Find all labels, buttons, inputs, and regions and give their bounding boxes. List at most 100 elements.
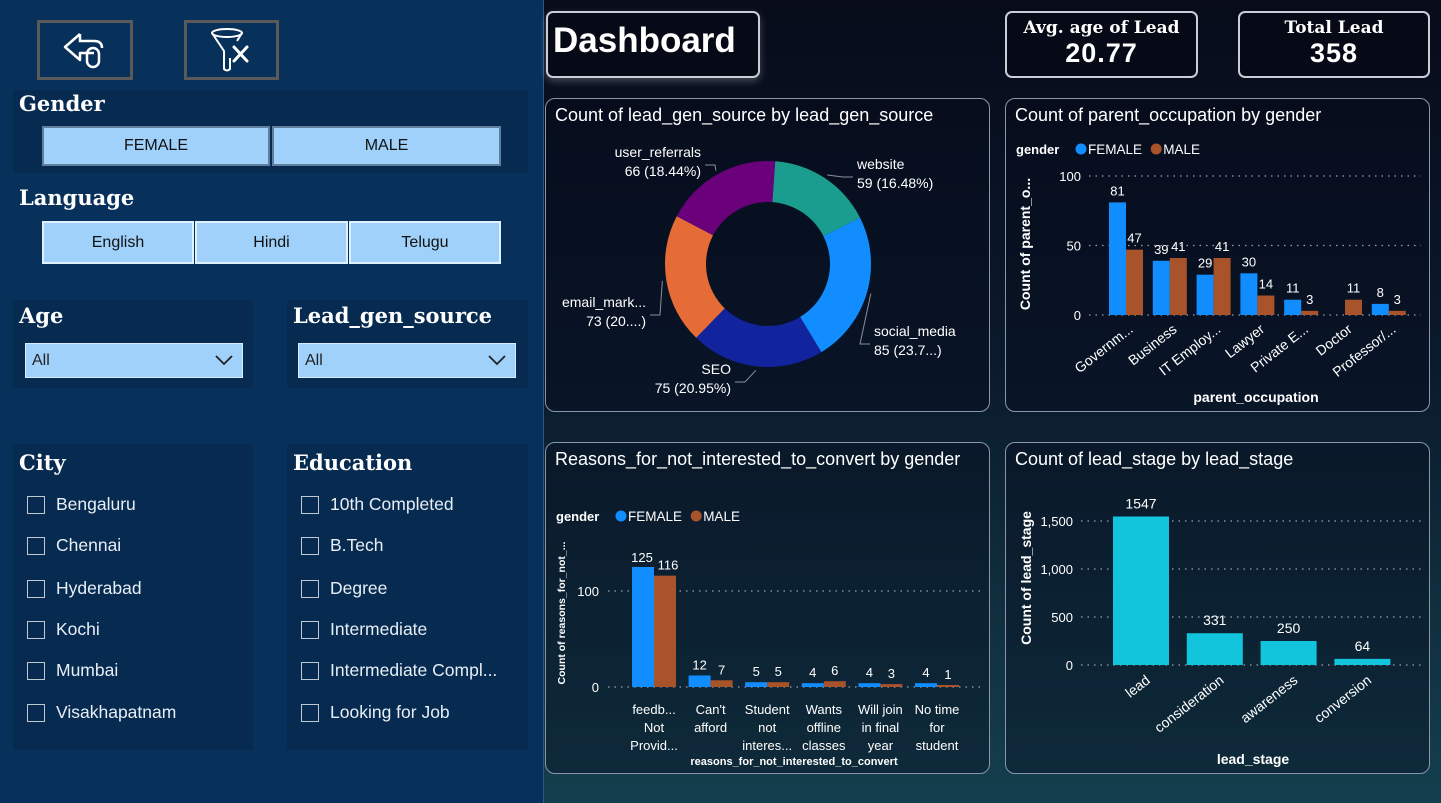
donut-slice-4 — [676, 161, 776, 236]
legend-label: MALE — [1163, 142, 1200, 157]
bar-female — [1240, 273, 1258, 315]
legend-title: gender — [556, 509, 599, 524]
slice-value-label: 59 (16.48%) — [857, 175, 933, 191]
checkbox[interactable] — [27, 703, 45, 722]
gender-option-male[interactable]: MALE — [272, 126, 501, 166]
age-dropdown-value: All — [32, 351, 50, 369]
checkbox[interactable] — [27, 536, 45, 555]
data-label: 11 — [1286, 281, 1300, 296]
chart-title: Count of lead_stage by lead_stage — [1015, 449, 1294, 469]
data-label: 39 — [1154, 242, 1168, 257]
city-option-visakhapatnam[interactable]: Visakhapatnam — [27, 702, 176, 723]
x-tick-label: feedb... — [632, 702, 675, 717]
legend-marker — [1150, 143, 1162, 155]
data-label: 7 — [718, 662, 725, 677]
education-option-10th[interactable]: 10th Completed — [301, 494, 454, 515]
education-slicer: Education 10th Completed B.Tech Degree I… — [287, 444, 528, 750]
data-label: 4 — [866, 665, 873, 680]
option-label: 10th Completed — [330, 494, 454, 514]
x-axis-title: reasons_for_not_interested_to_convert — [690, 756, 898, 768]
reasons-card: Reasons_for_not_interested_to_convert by… — [545, 442, 990, 774]
language-option-english[interactable]: English — [42, 221, 194, 264]
kpi-total-lead: Total Lead 358 — [1238, 11, 1430, 78]
bar-female — [858, 683, 881, 687]
language-option-telugu[interactable]: Telugu — [349, 221, 501, 264]
chevron-down-icon — [215, 355, 233, 366]
education-option-btech[interactable]: B.Tech — [301, 535, 384, 556]
city-option-bengaluru[interactable]: Bengaluru — [27, 494, 136, 515]
legend-marker — [690, 510, 702, 522]
back-button[interactable] — [37, 20, 133, 80]
language-option-hindi[interactable]: Hindi — [195, 221, 348, 264]
data-label: 11 — [1347, 281, 1361, 296]
option-label: Intermediate — [330, 619, 428, 639]
x-tick-label: classes — [802, 738, 846, 753]
bar-female — [1109, 202, 1126, 315]
bar-female — [1371, 303, 1389, 315]
bar-male — [1213, 258, 1231, 315]
checkbox[interactable] — [27, 495, 45, 514]
checkbox[interactable] — [27, 620, 45, 639]
kpi-avg-age: Avg. age of Lead 20.77 — [1005, 11, 1198, 78]
leader-line — [650, 280, 663, 316]
data-label: 4 — [809, 665, 816, 680]
bar-male — [1126, 249, 1143, 315]
legend-marker — [615, 510, 627, 522]
education-option-intermediate[interactable]: Intermediate — [301, 619, 427, 640]
parent-occupation-chart: gender FEMALE MALE 0 50 100 Count of parent_o.… — [1016, 142, 1421, 405]
education-option-degree[interactable]: Degree — [301, 578, 387, 599]
back-arrow-icon — [63, 33, 104, 69]
gender-option-female[interactable]: FEMALE — [42, 126, 270, 166]
clear-filters-button[interactable] — [184, 20, 279, 80]
data-label: 29 — [1198, 256, 1212, 271]
data-label: 125 — [631, 550, 653, 565]
data-label: 30 — [1242, 254, 1256, 269]
bar — [1260, 641, 1317, 665]
checkbox[interactable] — [301, 579, 319, 598]
city-option-hyderabad[interactable]: Hyderabad — [27, 578, 142, 599]
city-title: City — [19, 450, 66, 475]
checkbox[interactable] — [301, 661, 319, 680]
option-label: Intermediate Compl... — [330, 660, 498, 680]
option-label: Kochi — [56, 619, 100, 639]
city-option-chennai[interactable]: Chennai — [27, 535, 121, 556]
data-label: 3 — [1306, 292, 1313, 307]
city-option-mumbai[interactable]: Mumbai — [27, 660, 118, 681]
legend-title: gender — [1016, 142, 1059, 157]
data-label: 64 — [1355, 638, 1371, 654]
y-axis-title: Count of reasons_for_not_... — [556, 541, 568, 684]
checkbox[interactable] — [301, 536, 319, 555]
donut-chart: website 59 (16.48%) social_media 85 (23.7..… — [562, 144, 956, 396]
data-label: 81 — [1110, 183, 1124, 198]
lead-gen-source-dropdown[interactable]: All — [298, 343, 516, 378]
x-tick-label: Will join — [858, 702, 903, 717]
age-slicer: Age All — [13, 300, 253, 388]
kpi-label: Total Lead — [1284, 18, 1384, 38]
chart-title: Reasons_for_not_interested_to_convert by… — [555, 449, 961, 469]
age-dropdown[interactable]: All — [25, 343, 243, 378]
education-option-intermediate-completed[interactable]: Intermediate Compl... — [301, 660, 497, 681]
checkbox[interactable] — [27, 579, 45, 598]
option-label: Bengaluru — [56, 494, 136, 514]
x-tick-label: No time — [915, 702, 960, 717]
donut-slice-0 — [772, 161, 861, 237]
checkbox[interactable] — [27, 661, 45, 680]
checkbox[interactable] — [301, 620, 319, 639]
language-title: Language — [19, 185, 135, 210]
x-tick-label: Student — [745, 702, 790, 717]
bar-male — [654, 575, 676, 687]
education-option-looking-for-job[interactable]: Looking for Job — [301, 702, 450, 723]
parent-occupation-card: Count of parent_occupation by gender gen… — [1005, 98, 1430, 412]
city-option-kochi[interactable]: Kochi — [27, 619, 100, 640]
data-label: 41 — [1171, 239, 1185, 254]
chart-title: Count of parent_occupation by gender — [1015, 105, 1322, 125]
checkbox[interactable] — [301, 703, 319, 722]
x-tick-label: awareness — [1237, 672, 1300, 726]
bar-female — [1196, 274, 1214, 315]
option-label: Visakhapatnam — [56, 702, 177, 722]
x-tick-label: Governm... — [1071, 321, 1135, 376]
option-label: Hyderabad — [56, 578, 142, 598]
x-axis-title: parent_occupation — [1193, 389, 1318, 405]
checkbox[interactable] — [301, 495, 319, 514]
data-label: 5 — [753, 664, 760, 679]
